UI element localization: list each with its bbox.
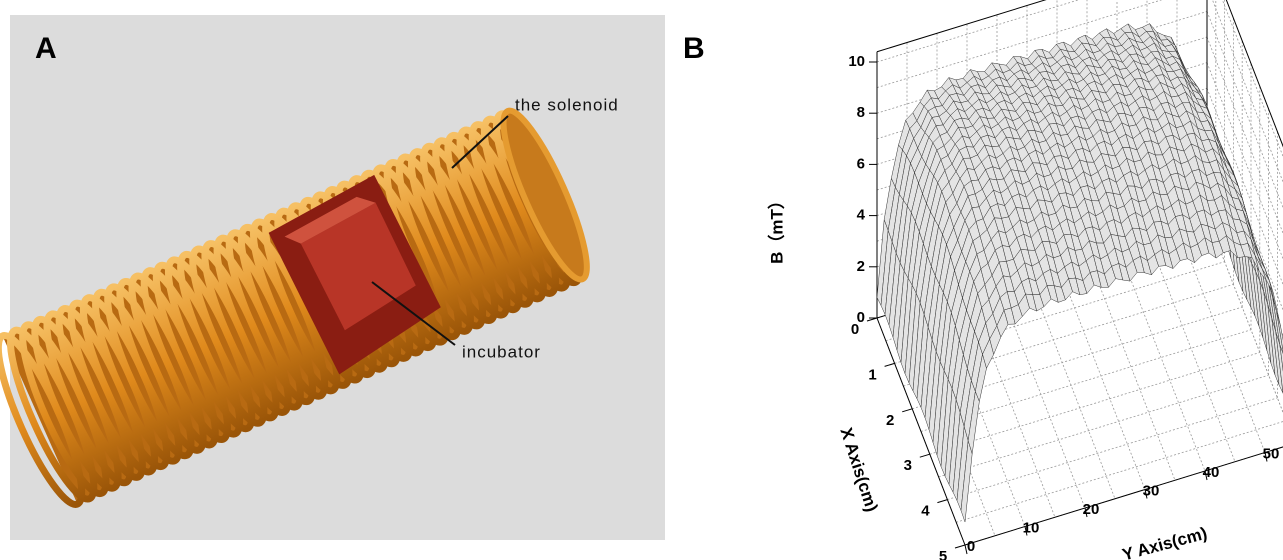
surface-cell <box>1271 318 1283 394</box>
wall-grid <box>1206 62 1283 260</box>
x-tick-label: 5 <box>939 548 947 560</box>
leader-line <box>371 281 456 346</box>
tick-mark <box>1204 470 1208 481</box>
tick-mark <box>954 544 966 549</box>
floor-grid <box>1146 234 1236 462</box>
incubator-box <box>300 202 416 331</box>
tick-mark <box>1084 507 1088 518</box>
tick-mark <box>919 453 930 458</box>
box-edge <box>876 0 1047 53</box>
tick-mark <box>1024 526 1028 536</box>
x-tick-label: 2 <box>886 412 894 429</box>
solenoid <box>0 107 590 508</box>
tick-mark <box>1264 452 1268 462</box>
x-tick-label: 3 <box>904 457 912 474</box>
wall-grid <box>1206 11 1283 209</box>
floor-grid <box>956 421 1283 523</box>
floor-grid <box>929 352 1260 455</box>
floor-grid <box>947 397 1278 500</box>
wall-grid <box>1206 36 1283 235</box>
z-tick-label: 2 <box>857 258 865 275</box>
floor-grid <box>1086 253 1176 481</box>
y-tick-label: 10 <box>1023 519 1040 536</box>
incubator-top <box>284 196 376 244</box>
tick-mark <box>866 317 878 322</box>
z-tick-label: 4 <box>857 207 866 224</box>
tick-mark <box>884 362 895 367</box>
floor-grid <box>1176 225 1266 453</box>
wall-grid <box>1221 0 1283 158</box>
floor-grid <box>938 374 1269 478</box>
surface-cell <box>1276 311 1283 353</box>
floor-grid <box>1056 262 1146 490</box>
wall-grid <box>1212 0 1283 184</box>
axis-line <box>964 446 1283 546</box>
z-tick-label: 8 <box>857 104 865 121</box>
z-tick-label: 10 <box>848 53 865 70</box>
annotation: the solenoid <box>515 95 619 114</box>
floor-grid <box>1026 271 1116 499</box>
y-tick-label: 30 <box>1143 482 1160 499</box>
x-tick-label: 0 <box>851 321 859 338</box>
y-tick-label: 40 <box>1203 464 1220 481</box>
wall-grid <box>876 0 1163 88</box>
leader-line <box>451 115 509 169</box>
tick-mark <box>902 408 913 413</box>
tick-mark <box>964 544 968 555</box>
wall-grid <box>1206 88 1283 286</box>
axis-line <box>876 317 966 546</box>
panel-label: B <box>683 32 705 65</box>
x-tick-label: 4 <box>921 503 930 520</box>
tick-mark <box>937 499 948 504</box>
z-tick-label: 0 <box>857 309 865 326</box>
panel-label: A <box>35 32 57 65</box>
coil-turn <box>493 110 584 287</box>
x-tick-label: 1 <box>868 366 876 383</box>
z-axis-label: B（mT） <box>766 192 786 264</box>
floor-grid <box>1116 243 1206 472</box>
box-edge <box>1225 0 1283 148</box>
y-axis-label: Y Axis(cm) <box>1120 524 1209 560</box>
surface-cell <box>1279 344 1283 372</box>
y-tick-label: 20 <box>1083 501 1100 518</box>
z-tick-label: 6 <box>857 155 865 172</box>
y-tick-label: 0 <box>967 538 975 555</box>
tube-end <box>500 107 590 283</box>
surface-cell <box>1275 331 1283 394</box>
wall-grid <box>876 0 1080 63</box>
y-tick-label: 50 <box>1263 445 1280 462</box>
x-axis-label: X Axis(cm) <box>836 425 881 514</box>
annotation: incubator <box>462 342 541 361</box>
tick-mark <box>1144 489 1148 499</box>
